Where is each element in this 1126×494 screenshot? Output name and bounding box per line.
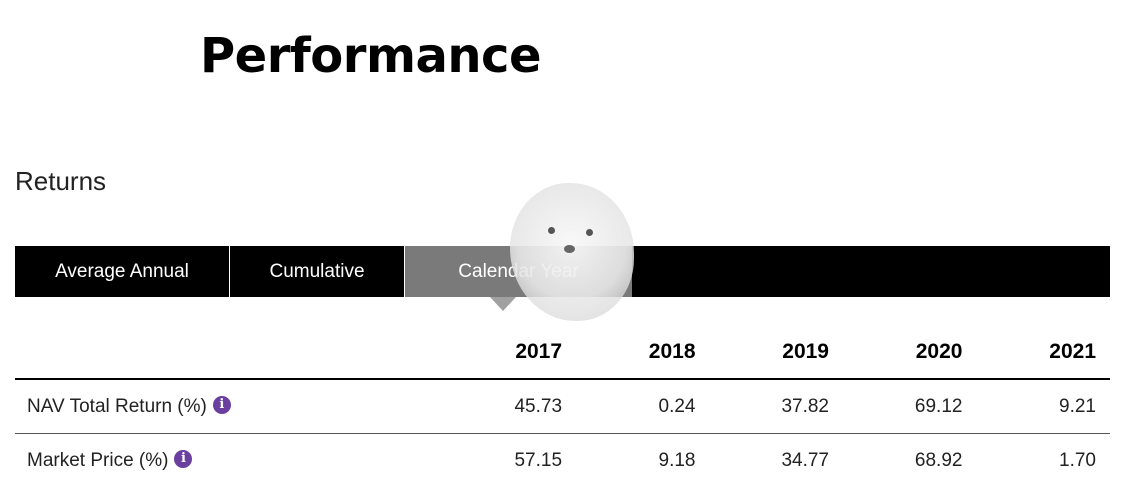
table-header-blank: [15, 326, 415, 380]
value-market-2020: 68.92: [914, 449, 963, 471]
table-row-market-price: Market Price (%) i 57.15 9.18 34.77 68.92…: [15, 434, 1110, 488]
row-label-cell: NAV Total Return (%) i: [15, 379, 415, 434]
value-market-2019: 34.77: [781, 449, 829, 471]
value-nav-2019: 37.82: [709, 379, 843, 434]
value-nav-2020: 69.12: [842, 379, 977, 434]
column-header-2018: 2018: [576, 326, 710, 380]
column-header-2020: 2020: [842, 326, 977, 380]
page-title: Performance: [200, 28, 542, 84]
table-header-row: 2017 2018 2019 2020 2021: [15, 326, 1110, 380]
info-icon[interactable]: i: [174, 449, 193, 468]
value-market-2017: 57.15: [514, 449, 563, 471]
info-icon[interactable]: i: [212, 395, 231, 414]
row-label-nav-total-return: NAV Total Return (%): [27, 395, 207, 417]
dog-eye-icon: [586, 229, 593, 236]
column-header-2021: 2021: [976, 326, 1110, 380]
row-label-cell: Market Price (%) i: [15, 434, 415, 488]
tab-average-annual[interactable]: Average Annual: [15, 246, 230, 297]
tab-cumulative[interactable]: Cumulative: [230, 246, 405, 297]
value-market-2021: 1.70: [1059, 449, 1096, 471]
column-header-2017: 2017: [414, 326, 577, 380]
tab-calendar-year[interactable]: Calendar Year: [405, 246, 632, 311]
value-nav-2017: 45.73: [414, 379, 577, 434]
table-row-nav-total-return: NAV Total Return (%) i 45.73 0.24 37.82 6…: [15, 379, 1110, 434]
value-market-2018: 9.18: [658, 449, 696, 471]
value-nav-2018: 0.24: [576, 379, 710, 434]
column-header-2019: 2019: [709, 326, 843, 380]
row-label-market-price: Market Price (%): [27, 449, 169, 471]
returns-tab-bar: Average Annual Cumulative Calendar Year: [15, 246, 1110, 311]
dog-eye-icon: [548, 227, 555, 234]
calendar-year-returns-table: 2017 2018 2019 2020 2021 NAV Total Retur…: [15, 326, 1110, 487]
value-nav-2021: 9.21: [976, 379, 1110, 434]
returns-heading: Returns: [15, 166, 107, 196]
